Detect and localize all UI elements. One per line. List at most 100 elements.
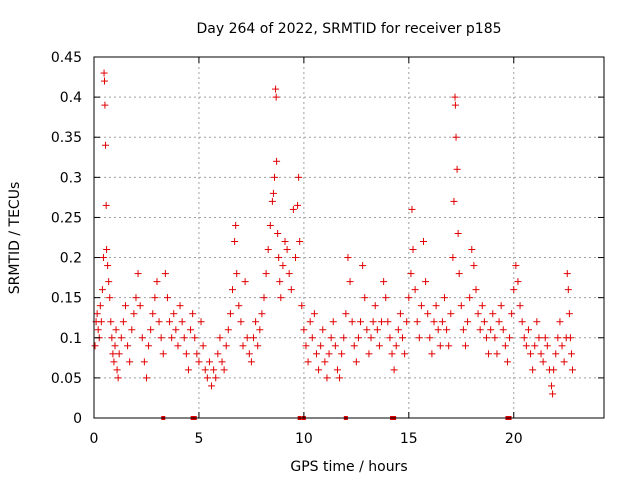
data-point (106, 294, 114, 302)
data-point (516, 302, 524, 310)
data-point (394, 326, 402, 334)
data-point (333, 366, 341, 374)
x-tick-label: 15 (400, 431, 418, 447)
data-point (232, 221, 240, 229)
data-point (96, 302, 104, 310)
data-point (508, 310, 516, 318)
data-point (529, 366, 537, 374)
data-point (454, 229, 462, 237)
data-point (163, 294, 171, 302)
data-point (308, 334, 316, 342)
data-point (153, 278, 161, 286)
data-point (470, 262, 478, 270)
data-point (426, 334, 434, 342)
data-point (566, 334, 574, 342)
data-point (117, 334, 125, 342)
data-point (409, 246, 417, 254)
data-point (417, 302, 425, 310)
data-point (430, 318, 438, 326)
data-point (480, 318, 488, 326)
data-point (256, 326, 264, 334)
data-point (440, 294, 448, 302)
data-point (277, 294, 285, 302)
data-point (197, 318, 205, 326)
data-point (443, 326, 451, 334)
data-point (386, 334, 394, 342)
data-point (134, 270, 142, 278)
data-point (260, 294, 268, 302)
data-point (136, 302, 144, 310)
data-point (478, 302, 486, 310)
data-point (145, 342, 153, 350)
data-point (415, 334, 423, 342)
data-point (295, 173, 303, 181)
y-tick-label: 0.1 (60, 331, 82, 347)
data-point (241, 278, 249, 286)
data-point (208, 382, 216, 390)
data-point (132, 294, 140, 302)
data-point (203, 374, 211, 382)
data-point (121, 302, 129, 310)
data-point (352, 358, 360, 366)
data-point (340, 334, 348, 342)
data-point (388, 350, 396, 358)
data-point (548, 382, 556, 390)
data-point (102, 201, 110, 209)
data-point (170, 310, 178, 318)
data-point (401, 350, 409, 358)
data-point (378, 318, 386, 326)
data-point (466, 294, 474, 302)
data-point (262, 270, 270, 278)
data-point (411, 286, 419, 294)
data-point (182, 350, 190, 358)
data-point (329, 318, 337, 326)
data-point (254, 342, 262, 350)
data-point (537, 350, 545, 358)
data-point (245, 350, 253, 358)
data-point (109, 350, 117, 358)
data-point (108, 334, 116, 342)
y-axis-label: SRMTID / TECUs (7, 182, 23, 295)
data-point (291, 254, 299, 262)
data-point (450, 197, 458, 205)
data-point (457, 302, 465, 310)
data-point (100, 69, 108, 77)
data-point (172, 326, 180, 334)
data-point (558, 342, 566, 350)
data-point (420, 238, 428, 246)
data-point (452, 133, 460, 141)
data-point (474, 310, 482, 318)
data-point (110, 358, 118, 366)
data-point (128, 326, 136, 334)
data-point (101, 101, 109, 109)
data-point (489, 310, 497, 318)
data-point (487, 326, 495, 334)
y-tick-label: 0.4 (60, 90, 82, 106)
data-point (499, 326, 507, 334)
data-point (126, 358, 134, 366)
data-point (527, 350, 535, 358)
data-point (497, 302, 505, 310)
data-point (100, 77, 108, 85)
data-point (199, 342, 207, 350)
data-point (178, 318, 186, 326)
data-point (510, 286, 518, 294)
data-point (533, 318, 541, 326)
data-point (201, 366, 209, 374)
data-point (361, 294, 369, 302)
data-point (218, 358, 226, 366)
data-point (371, 302, 379, 310)
data-point (319, 326, 327, 334)
data-point (348, 318, 356, 326)
data-point (338, 350, 346, 358)
data-point (524, 326, 532, 334)
data-point (554, 334, 562, 342)
data-point (114, 374, 122, 382)
data-point (384, 318, 392, 326)
data-point (350, 342, 358, 350)
data-point (392, 342, 400, 350)
data-point (205, 358, 213, 366)
data-point (493, 350, 501, 358)
data-point (269, 189, 277, 197)
data-point (107, 318, 115, 326)
